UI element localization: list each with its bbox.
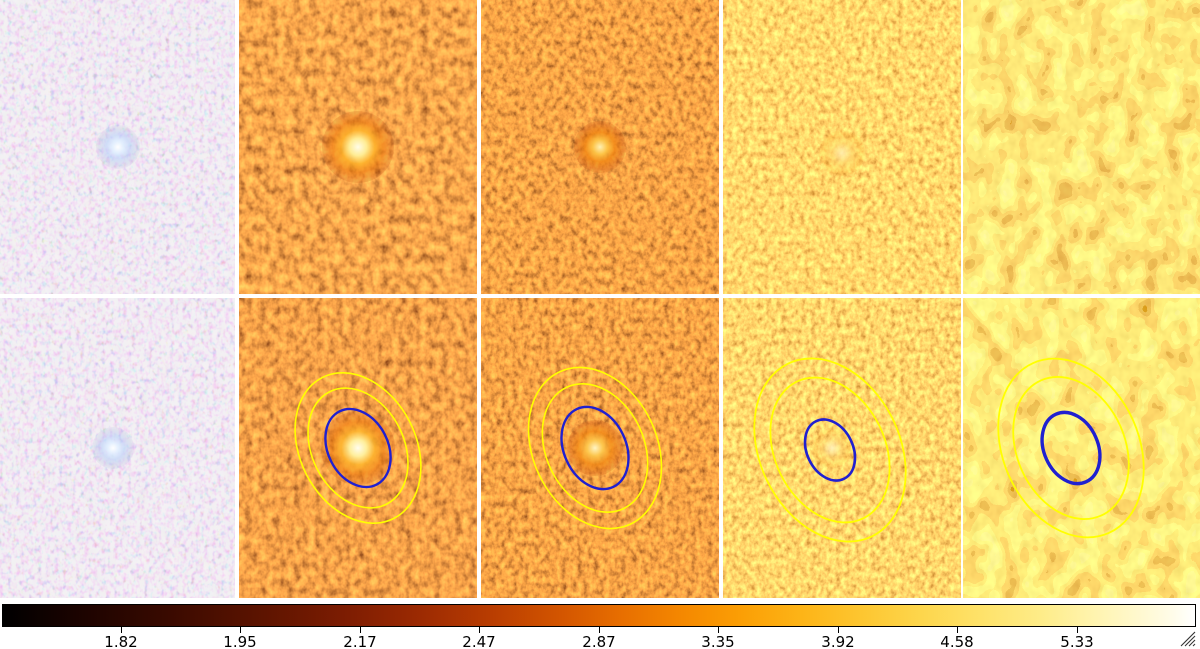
middle-aperture-ellipse bbox=[769, 376, 891, 524]
aperture-overlay bbox=[997, 357, 1145, 539]
colorbar-tick bbox=[240, 627, 241, 633]
resize-grip-icon[interactable] bbox=[1178, 629, 1196, 647]
panel-r2c4[interactable] bbox=[723, 298, 961, 598]
panel-r1c1[interactable] bbox=[0, 0, 235, 294]
panel-r1c2[interactable] bbox=[239, 0, 477, 294]
panel-r2c3[interactable] bbox=[481, 298, 719, 598]
middle-aperture-ellipse bbox=[307, 387, 409, 509]
heat-noise-field bbox=[239, 0, 477, 294]
panel-r2c5[interactable] bbox=[963, 298, 1200, 598]
inner-aperture-ellipse bbox=[1040, 410, 1102, 486]
panel-r2c1[interactable] bbox=[0, 298, 235, 598]
outer-aperture-ellipse bbox=[294, 372, 422, 524]
aperture-overlay bbox=[294, 372, 422, 524]
panel-r2c2[interactable] bbox=[239, 298, 477, 598]
aperture-overlay bbox=[527, 366, 663, 530]
colorbar-tick-label: 1.95 bbox=[223, 633, 257, 649]
panel-grid bbox=[0, 0, 1200, 598]
colorbar-tick-label: 3.92 bbox=[821, 633, 855, 649]
aperture-overlay bbox=[753, 357, 907, 543]
colorbar-tick-label: 4.58 bbox=[940, 633, 974, 649]
inner-aperture-ellipse bbox=[803, 418, 857, 482]
colorbar-tick-label: 3.35 bbox=[701, 633, 735, 649]
outer-aperture-ellipse bbox=[527, 366, 663, 530]
colorbar-tick bbox=[360, 627, 361, 633]
colorbar-tick bbox=[479, 627, 480, 633]
panel-r1c3[interactable] bbox=[481, 0, 719, 294]
colorbar-tick-label: 2.17 bbox=[343, 633, 377, 649]
colorbar-tick bbox=[718, 627, 719, 633]
colorbar-region: 1.82 1.95 2.17 2.47 2.87 3.35 3.92 4.58 … bbox=[0, 600, 1200, 649]
heat-noise-field-blocky bbox=[963, 0, 1200, 294]
panel-r1c4[interactable] bbox=[723, 0, 961, 294]
outer-aperture-ellipse bbox=[753, 357, 907, 543]
colorbar-tick-label: 2.87 bbox=[582, 633, 616, 649]
outer-aperture-ellipse bbox=[997, 357, 1145, 539]
heat-noise-field bbox=[481, 0, 719, 294]
colorbar-tick-label: 1.82 bbox=[104, 633, 138, 649]
colorbar-tick bbox=[1077, 627, 1078, 633]
colorbar-tick bbox=[121, 627, 122, 633]
heat-noise-field bbox=[723, 298, 961, 598]
colorbar-tick bbox=[838, 627, 839, 633]
middle-aperture-ellipse bbox=[1012, 376, 1130, 520]
heat-noise-field bbox=[723, 0, 961, 294]
rgb-noise-field bbox=[0, 0, 235, 294]
heat-noise-field-blocky bbox=[963, 298, 1200, 598]
middle-aperture-ellipse bbox=[541, 383, 649, 513]
colorbar-tick-label: 5.33 bbox=[1060, 633, 1094, 649]
colorbar-tick bbox=[599, 627, 600, 633]
rgb-noise-field bbox=[0, 298, 235, 598]
colorbar-tick bbox=[957, 627, 958, 633]
panel-r1c5[interactable] bbox=[963, 0, 1200, 294]
inner-aperture-ellipse bbox=[324, 407, 392, 489]
colorbar-tick-label: 2.47 bbox=[462, 633, 496, 649]
inner-aperture-ellipse bbox=[560, 405, 630, 491]
colorbar-gradient[interactable] bbox=[2, 604, 1196, 627]
